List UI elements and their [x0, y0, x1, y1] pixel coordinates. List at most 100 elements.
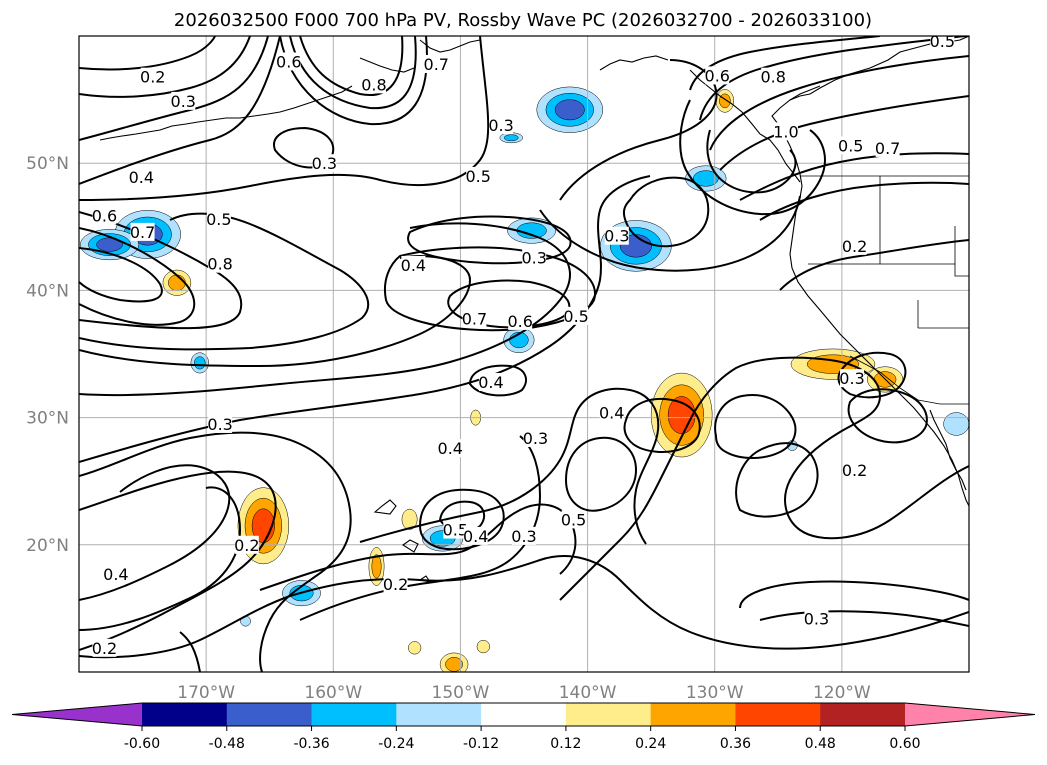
anomaly-band	[476, 639, 490, 654]
colorbar-tick-label: 0.24	[635, 736, 666, 752]
anomaly-patch	[943, 412, 969, 436]
contour-label-halo	[438, 439, 463, 458]
contour-label-halo	[512, 526, 536, 545]
contour-label-halo	[564, 306, 589, 325]
anomaly-patch	[162, 269, 192, 296]
lat-tick-label: 50°N	[26, 154, 69, 174]
contour-label-halo	[92, 638, 117, 657]
contour-label-halo	[523, 428, 548, 447]
contour-label-halo	[312, 154, 337, 173]
contour-label: 0.7	[875, 139, 900, 158]
contour-label-halo	[599, 403, 624, 422]
colorbar-tick-label: -0.24	[378, 736, 414, 752]
anomaly-patch	[715, 89, 735, 113]
contour-label: 0.8	[361, 75, 386, 94]
political-borders	[800, 175, 969, 405]
contour-label: 0.6	[276, 52, 301, 71]
anomaly-patch	[499, 132, 523, 144]
contour-label-halo	[234, 535, 259, 554]
contour-label: 0.5	[561, 510, 586, 529]
contour-label: 0.2	[842, 461, 867, 480]
colorbar-tick-label: 0.60	[889, 736, 920, 752]
anomaly-band	[96, 237, 123, 252]
contour-label-halo	[208, 414, 233, 433]
contour-label-halo	[761, 67, 786, 86]
colorbar-tick-label: -0.36	[293, 736, 329, 752]
colorbar-tick-label: -0.60	[124, 736, 160, 752]
contour-label: 0.4	[438, 439, 463, 458]
anomaly-patch	[80, 229, 140, 261]
colorbar-segment	[735, 703, 821, 726]
colorbar-tick-label: -0.48	[209, 736, 245, 752]
contour-label: 0.7	[462, 309, 487, 328]
anomaly-patch	[408, 641, 422, 655]
lon-tick-label: 150°W	[432, 683, 490, 703]
contour-label: 0.4	[129, 168, 154, 187]
contour-label-halo	[840, 369, 865, 388]
colorbar-segment	[650, 703, 736, 726]
contour-label: 1.0	[773, 122, 798, 141]
contour-label-halo	[383, 575, 408, 594]
contour-label: 0.3	[839, 369, 864, 388]
anomaly-band	[168, 274, 186, 291]
anomaly-patch	[536, 86, 604, 133]
colorbar-extend-high	[905, 703, 1035, 726]
contour-label: 0.5	[838, 136, 863, 155]
chart-title: 2026032500 F000 700 hPa PV, Rossby Wave …	[174, 10, 872, 31]
anomaly-band	[371, 554, 382, 579]
contour-label: 0.4	[103, 565, 128, 584]
contour-label: 0.2	[234, 536, 259, 555]
contour-label: 0.3	[207, 415, 232, 434]
anomaly-patch	[650, 372, 713, 458]
colorbar-segment	[226, 703, 313, 726]
map-frame	[78, 35, 970, 673]
contour-label-halo	[604, 226, 629, 245]
contour-label: 0.5	[563, 307, 588, 326]
lon-tick-label: 140°W	[559, 683, 617, 703]
contour-label-halo	[522, 248, 547, 267]
anomaly-band	[943, 412, 969, 436]
contour-label: 0.6	[507, 312, 532, 331]
contour-label: 0.4	[401, 256, 426, 275]
colorbar-segment	[311, 703, 397, 726]
contour-label: 0.3	[488, 116, 513, 135]
colorbar-tick-label: 0.48	[805, 736, 836, 752]
contour-label: 0.3	[312, 154, 337, 173]
contour-label-halo	[424, 54, 449, 73]
contour-label-halo	[462, 309, 487, 328]
lat-tick-label: 20°N	[26, 536, 69, 556]
contour-label-halo	[92, 206, 117, 225]
map-axes: 170°W 160°W 150°W 140°W 130°W 120°W 20°N 30°N 40…	[26, 154, 871, 703]
contour-label-halo	[206, 210, 231, 229]
colorbar: -0.60 -0.48 -0.36 -0.24 -0.12 0.12 0.24 0.36 0.4…	[11, 702, 1036, 752]
colorbar-segment	[142, 703, 228, 726]
contour-label-halo	[103, 565, 128, 584]
colorbar-tick-label: -0.12	[463, 736, 499, 752]
contour-label-halo	[561, 510, 586, 529]
colorbar-tick-label: 0.36	[720, 736, 751, 752]
contour-label: 0.8	[207, 255, 232, 274]
colorbar-segment	[396, 703, 482, 726]
contour-label-halo	[773, 122, 798, 141]
contour-label: 0.3	[171, 92, 196, 111]
colorbar-extend-low	[12, 703, 142, 726]
contour-label: 0.2	[842, 237, 867, 256]
contour-label: 0.3	[804, 610, 829, 629]
contour-label-halo	[842, 460, 867, 479]
anomaly-patch	[476, 639, 490, 654]
contour-label: 0.2	[383, 575, 408, 594]
contour-label-halo	[466, 166, 491, 185]
contour-label-halo	[129, 168, 154, 187]
contour-label-halo	[705, 66, 730, 85]
contour-label-halo	[842, 236, 867, 255]
anomaly-patch	[439, 652, 469, 672]
contour-label: 0.8	[760, 68, 785, 87]
contour-label: 0.2	[140, 68, 165, 87]
contour-label: 0.5	[443, 521, 468, 540]
contour-label: 0.4	[463, 527, 488, 546]
lat-tick-label: 40°N	[26, 281, 69, 301]
lat-tick-label: 30°N	[26, 409, 69, 429]
contour-label-halo	[276, 52, 301, 71]
contour-label-halo	[875, 138, 900, 157]
